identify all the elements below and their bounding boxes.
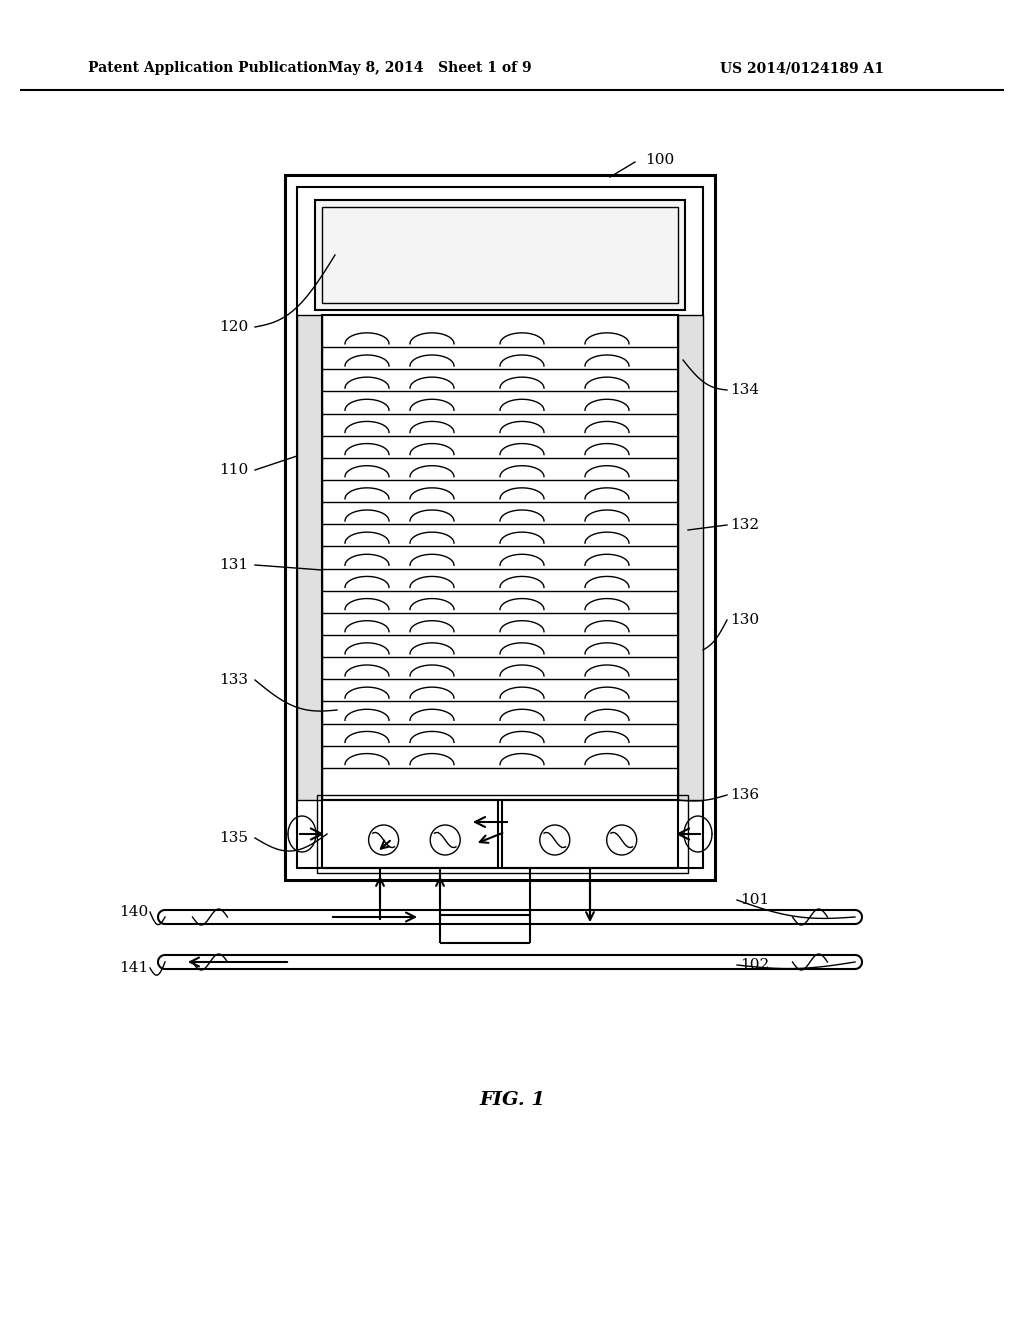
Text: 101: 101 <box>740 894 769 907</box>
Bar <box>678 315 703 800</box>
Text: 110: 110 <box>219 463 248 477</box>
Text: 132: 132 <box>730 517 759 532</box>
Text: 130: 130 <box>730 612 759 627</box>
Text: Patent Application Publication: Patent Application Publication <box>88 61 328 75</box>
Text: May 8, 2014   Sheet 1 of 9: May 8, 2014 Sheet 1 of 9 <box>328 61 531 75</box>
Bar <box>502 800 678 869</box>
Text: 134: 134 <box>730 383 759 397</box>
Text: 136: 136 <box>730 788 759 803</box>
Bar <box>322 800 498 869</box>
Bar <box>297 315 322 800</box>
Text: 140: 140 <box>119 906 148 919</box>
Bar <box>317 795 688 873</box>
Bar <box>297 187 703 869</box>
Text: 133: 133 <box>219 673 248 686</box>
Text: US 2014/0124189 A1: US 2014/0124189 A1 <box>720 61 884 75</box>
Text: 131: 131 <box>219 558 248 572</box>
Bar <box>285 176 715 880</box>
Text: 141: 141 <box>119 961 148 975</box>
Text: 100: 100 <box>645 153 674 168</box>
Bar <box>322 315 678 800</box>
Bar <box>322 207 678 304</box>
Bar <box>315 201 685 310</box>
Text: 102: 102 <box>740 958 769 972</box>
Text: FIG. 1: FIG. 1 <box>479 1092 545 1109</box>
Text: 120: 120 <box>219 319 248 334</box>
Text: 135: 135 <box>219 832 248 845</box>
